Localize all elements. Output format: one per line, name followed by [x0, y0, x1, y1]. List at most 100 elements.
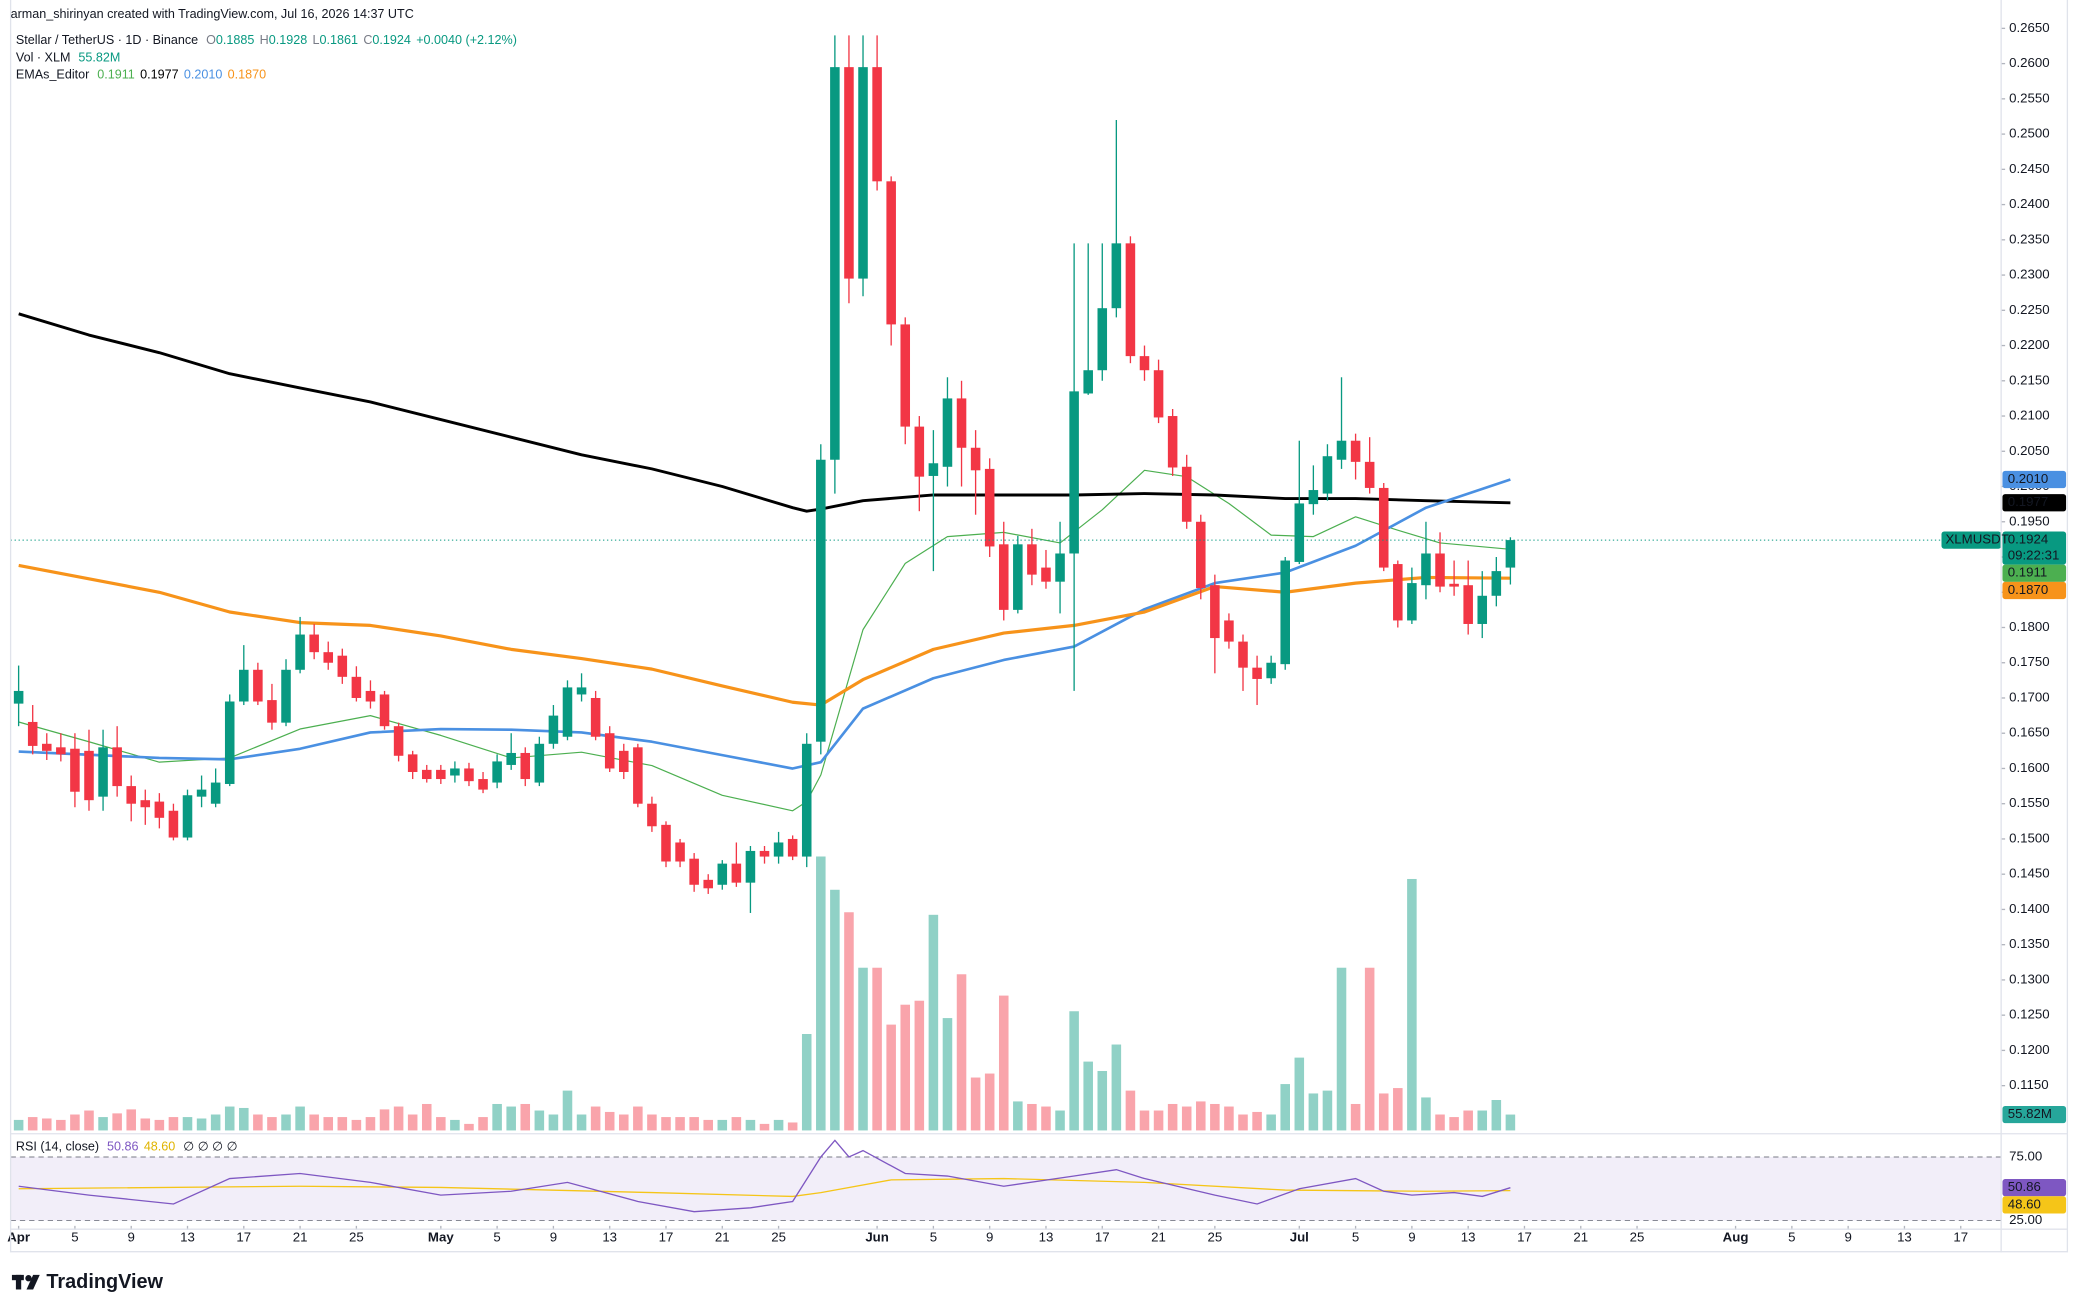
rsi-label: RSI (14, close): [16, 1140, 99, 1154]
volume-bar: [1055, 1110, 1065, 1131]
volume-bar: [253, 1114, 263, 1131]
volume-bar: [745, 1119, 756, 1131]
y-tick-label: 0.1800: [2009, 619, 2050, 634]
candle-body: [295, 634, 305, 670]
ohlc-label: O: [206, 33, 216, 47]
volume-bar: [281, 1114, 291, 1131]
y-tick-label: 0.2200: [2009, 337, 2050, 352]
ema-value: 0.2010: [184, 68, 222, 82]
volume-bar: [858, 967, 868, 1131]
candle-body: [407, 754, 418, 772]
volume-bar: [647, 1114, 657, 1131]
candle-body: [1139, 356, 1150, 371]
candle-body: [323, 652, 334, 663]
x-tick-label: 9: [550, 1229, 557, 1244]
volume-bar: [1083, 1061, 1093, 1131]
x-tick-label: 17: [1095, 1229, 1110, 1244]
volume-value: 55.82M: [78, 51, 120, 65]
candle-body: [70, 748, 80, 792]
candle-body: [42, 743, 52, 751]
candle-body: [267, 700, 277, 723]
volume-bar: [548, 1114, 559, 1131]
volume-bar: [661, 1117, 671, 1131]
candle-body: [970, 447, 981, 471]
candle-body: [154, 801, 165, 818]
candle-body: [365, 690, 376, 702]
volume-bar: [1308, 1093, 1319, 1131]
candle-body: [1364, 461, 1375, 488]
volume-bar: [1041, 1106, 1051, 1131]
volume-bar: [70, 1114, 80, 1131]
volume-bar: [1336, 967, 1347, 1131]
y-tick-label: 0.2650: [2009, 20, 2050, 35]
volume-bar: [1210, 1103, 1220, 1131]
price-tag: 0.1924: [2008, 532, 2049, 547]
volume-bar: [196, 1118, 207, 1131]
candle-body: [168, 810, 179, 838]
x-tick-label: May: [428, 1229, 454, 1244]
volume-bar: [1393, 1088, 1403, 1131]
y-tick-label: 0.2450: [2009, 161, 2050, 176]
volume-bar: [1153, 1110, 1164, 1131]
candle-body: [1111, 243, 1122, 309]
candle-body: [872, 67, 882, 182]
candle-body: [1125, 243, 1136, 357]
volume-bar: [1013, 1101, 1023, 1131]
rsi-value: 50.86: [107, 1140, 138, 1154]
x-tick-label: Jun: [865, 1229, 889, 1244]
x-tick-label: Aug: [1723, 1229, 1749, 1244]
candle-body: [112, 747, 122, 787]
volume-bar: [337, 1117, 348, 1131]
ema-value: 0.1911: [97, 68, 135, 82]
y-tick-label: 0.2100: [2009, 408, 2050, 423]
ohlc-label: C: [363, 33, 372, 47]
volume-bar: [534, 1110, 545, 1131]
volume-bar: [1111, 1044, 1122, 1131]
x-tick-label: 9: [1408, 1229, 1415, 1244]
y-tick-label: 0.2550: [2009, 90, 2050, 105]
volume-bar: [1364, 967, 1375, 1131]
volume-bar: [675, 1117, 685, 1131]
candle-body: [717, 863, 728, 885]
y-tick-label: 0.1600: [2009, 760, 2050, 775]
volume-bar: [42, 1118, 52, 1131]
ema-legend: EMAs_Editor 0.1911 0.1977 0.2010 0.1870: [16, 68, 266, 82]
x-tick-label: 13: [180, 1229, 195, 1244]
rsi-ma-value: 48.60: [144, 1140, 175, 1154]
volume-bar: [914, 1000, 925, 1131]
candle-body: [309, 634, 319, 653]
price-tag: 48.60: [2008, 1196, 2041, 1211]
symbol-tag: XLMUSDT: [1945, 532, 2008, 547]
rsi-legend: RSI (14, close) 50.86 48.60 ∅ ∅ ∅ ∅: [16, 1140, 238, 1154]
candle-body: [956, 398, 967, 448]
candle-body: [1224, 620, 1234, 642]
x-tick-label: 25: [771, 1229, 786, 1244]
candle-body: [1027, 544, 1037, 575]
candle-body: [1167, 416, 1178, 468]
price-tag-bg: [2002, 470, 2067, 489]
candle-body: [844, 67, 854, 279]
volume-bar: [1322, 1090, 1333, 1131]
y-tick-label: 0.2300: [2009, 267, 2050, 282]
volume-bar: [619, 1114, 629, 1131]
candle-body: [1393, 564, 1403, 621]
volume-bar: [492, 1103, 502, 1131]
volume-bar: [1252, 1111, 1262, 1131]
volume-bar: [942, 1018, 953, 1131]
candle-body: [140, 800, 151, 808]
y-tick-label: 0.1250: [2009, 1007, 2050, 1022]
volume-bar: [267, 1117, 277, 1131]
volume-bar: [590, 1106, 601, 1131]
candle-body: [1210, 585, 1220, 639]
ohlc-value: 0.1928: [269, 33, 307, 47]
candle-body: [745, 850, 756, 883]
volume-bar: [351, 1119, 362, 1131]
y-tick-label: 0.2500: [2009, 126, 2050, 141]
candle-body: [520, 752, 531, 780]
x-tick-label: 17: [1517, 1229, 1532, 1244]
candle-body: [1322, 456, 1333, 494]
candle-body: [534, 743, 545, 783]
volume-bar: [407, 1114, 418, 1131]
volume-bar: [393, 1106, 404, 1131]
